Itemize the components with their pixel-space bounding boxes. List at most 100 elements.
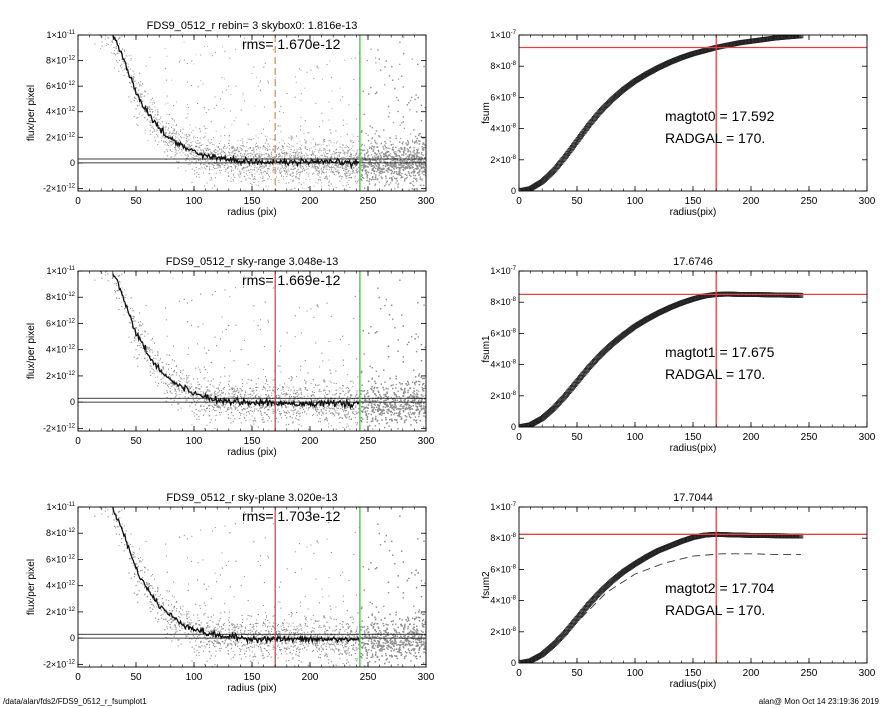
data-point	[262, 180, 264, 182]
data-point	[413, 156, 416, 158]
data-point	[228, 145, 230, 147]
data-point	[310, 157, 312, 159]
data-point	[421, 172, 423, 174]
data-point	[144, 116, 146, 118]
data-point	[219, 148, 221, 150]
data-point	[152, 120, 154, 122]
data-point	[356, 149, 358, 151]
data-point	[392, 164, 395, 167]
data-point	[350, 176, 352, 178]
data-point	[217, 146, 219, 148]
data-point	[160, 123, 162, 125]
data-point	[390, 169, 392, 171]
data-point	[321, 155, 323, 157]
data-point	[375, 167, 377, 170]
data-point	[408, 174, 411, 176]
data-point	[371, 137, 373, 140]
data-point	[375, 62, 377, 64]
data-point	[188, 150, 190, 152]
data-point	[218, 153, 220, 155]
data-point	[399, 167, 401, 170]
data-point	[133, 80, 135, 82]
data-point	[333, 155, 335, 157]
data-point	[196, 161, 198, 163]
data-point	[407, 163, 410, 165]
data-point	[245, 145, 247, 147]
data-point	[402, 121, 404, 123]
data-point	[356, 171, 358, 173]
data-point	[289, 174, 291, 176]
data-point	[289, 159, 291, 161]
data-point	[419, 161, 421, 163]
data-point	[402, 53, 405, 55]
data-point	[298, 182, 300, 184]
data-point	[365, 152, 368, 154]
data-point	[400, 160, 403, 162]
data-point	[154, 136, 156, 138]
data-point	[339, 152, 341, 154]
data-point	[137, 104, 139, 106]
data-point	[379, 69, 382, 71]
data-point	[347, 149, 349, 151]
data-point	[378, 150, 380, 153]
data-point	[417, 152, 419, 154]
data-point	[300, 164, 302, 166]
data-point	[104, 38, 106, 40]
data-point	[199, 146, 201, 148]
data-point	[153, 116, 155, 118]
data-point	[363, 166, 365, 168]
data-point	[281, 155, 283, 157]
data-point	[373, 146, 375, 148]
data-point	[394, 87, 396, 90]
data-point	[144, 132, 146, 134]
data-point	[413, 160, 415, 162]
data-point	[294, 164, 296, 166]
data-point	[337, 161, 339, 163]
data-point	[422, 166, 424, 169]
data-point	[363, 149, 366, 151]
data-point	[385, 152, 387, 155]
data-point	[289, 153, 291, 155]
data-point	[239, 147, 241, 149]
data-point	[241, 145, 243, 147]
data-point	[259, 169, 261, 171]
data-point	[279, 152, 281, 154]
data-point	[351, 140, 353, 142]
data-point	[210, 160, 212, 162]
data-point	[238, 164, 240, 166]
data-point	[206, 157, 208, 159]
data-point	[360, 178, 362, 180]
data-point	[209, 173, 211, 175]
data-point	[388, 112, 391, 114]
data-point	[253, 151, 255, 153]
data-point	[165, 126, 167, 128]
data-point	[209, 170, 211, 172]
data-point	[278, 153, 280, 155]
data-point	[298, 178, 300, 180]
data-point	[258, 168, 260, 170]
data-point	[230, 169, 232, 171]
data-point	[192, 147, 194, 149]
data-point	[315, 144, 317, 146]
data-point	[228, 167, 230, 169]
data-point	[283, 152, 285, 154]
data-point	[421, 157, 423, 159]
data-point	[207, 139, 209, 141]
data-point	[299, 165, 301, 167]
data-point	[319, 156, 321, 158]
data-point	[366, 149, 369, 151]
data-point	[243, 144, 245, 146]
data-point	[261, 154, 263, 156]
data-point	[232, 151, 234, 153]
data-point	[120, 52, 122, 54]
data-point	[272, 169, 274, 171]
data-point	[192, 154, 194, 156]
data-point	[376, 163, 379, 165]
data-point	[334, 164, 336, 166]
data-point	[265, 185, 267, 187]
data-point	[344, 59, 346, 61]
data-point	[173, 105, 175, 107]
data-point	[352, 141, 354, 143]
data-point	[400, 154, 403, 156]
data-point	[388, 183, 390, 186]
